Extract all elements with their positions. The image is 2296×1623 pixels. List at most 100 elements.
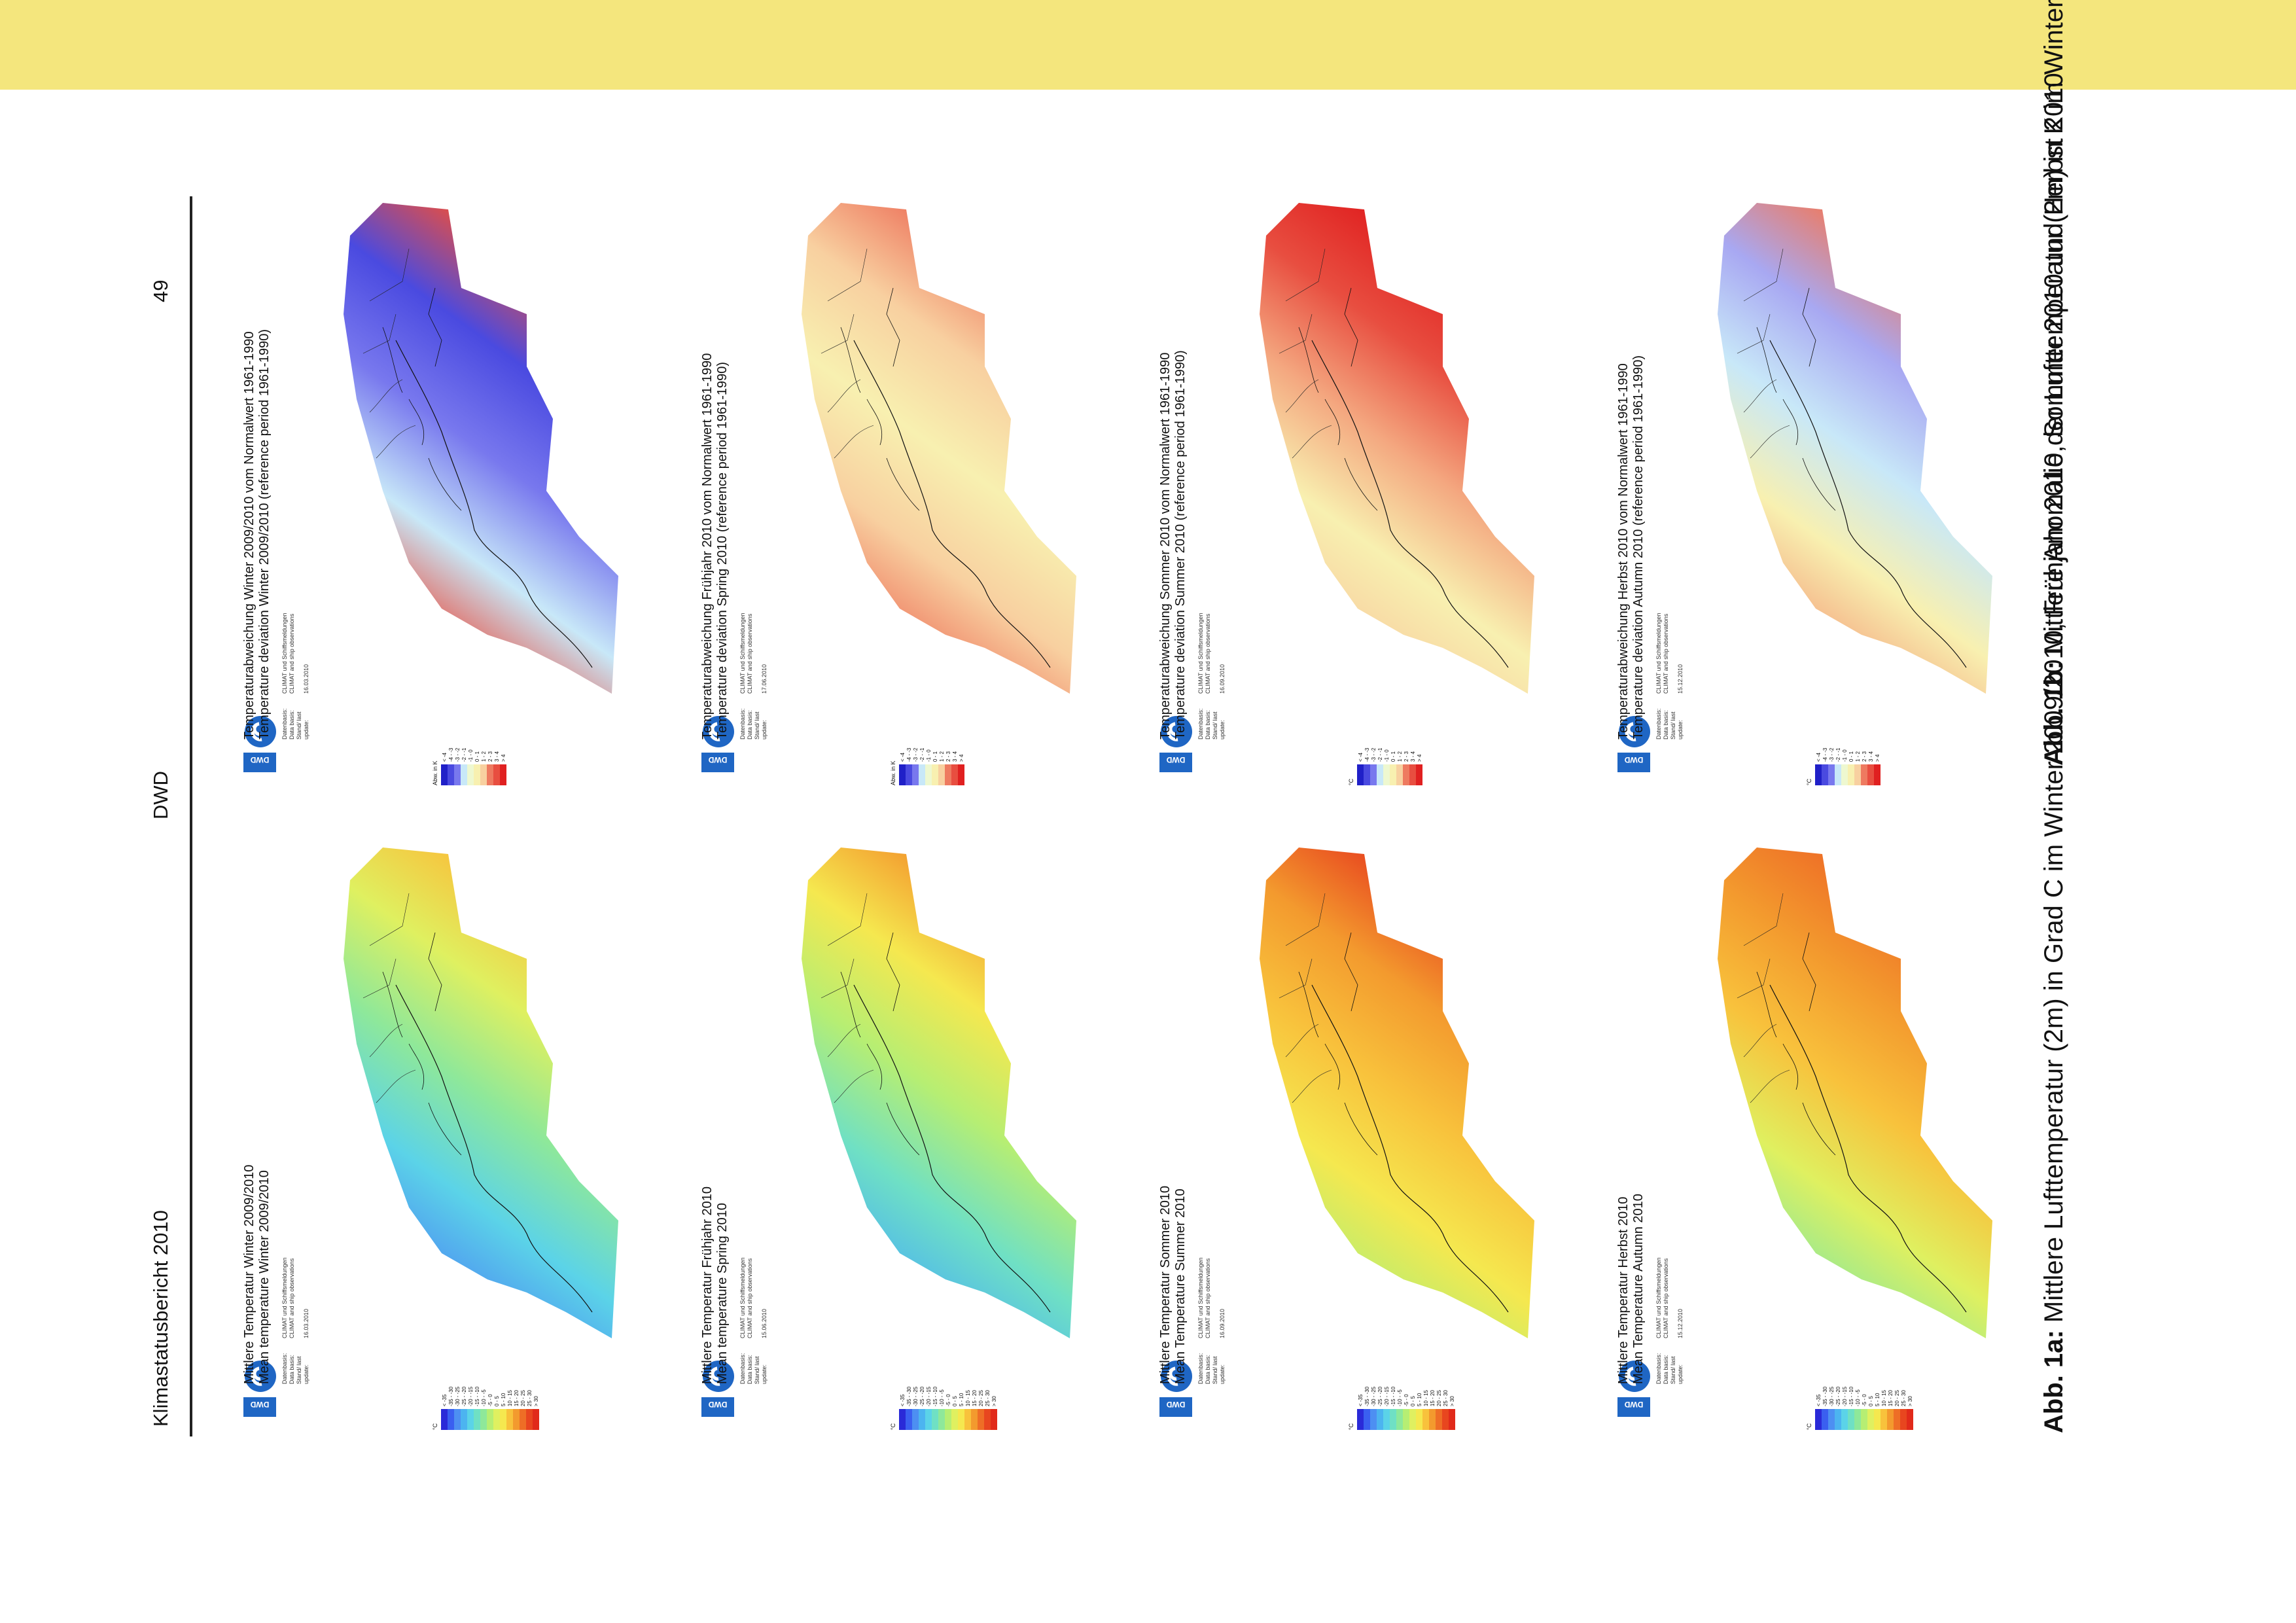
legend-swatch — [1390, 1409, 1396, 1430]
legend-swatch — [899, 1409, 906, 1430]
title-en: Mean temperature Spring 2010 — [715, 1203, 730, 1384]
abs-panel-4: DWD Mittlere Temperatur Herbst 2010 Mean T… — [1590, 841, 2009, 1436]
meta-value: 16.03.2010 — [303, 1308, 309, 1338]
legend-unit: °C — [1806, 778, 1812, 785]
meta-key: Stand/ last update: — [1670, 711, 1684, 740]
legend-swatch — [951, 1409, 958, 1430]
top-color-band — [0, 0, 2296, 90]
legend-swatch — [991, 1409, 997, 1430]
legend-entry: 25 - 30 — [1442, 1387, 1449, 1430]
anom-panel-2: DWD Temperaturabweichung Frühjahr 2010 vo… — [674, 196, 1093, 792]
legend-label: -15 - -10 — [1848, 1386, 1854, 1406]
legend-entry: -5 - 0 — [945, 1387, 951, 1430]
legend-swatch — [912, 1409, 919, 1430]
legend-label: 2 - 3 — [945, 751, 951, 762]
legend-swatch — [1854, 1409, 1861, 1430]
meta-row: Stand/ last update: 15.12.2010 — [1670, 1257, 1684, 1384]
legend-entry: < -4 — [899, 748, 906, 785]
legend-entry: 15 - 20 — [971, 1387, 978, 1430]
legend-swatch — [526, 1409, 533, 1430]
legend-label: -30 - -25 — [912, 1386, 919, 1406]
legend-label: 0 - 1 — [1848, 751, 1854, 762]
legend-label: -1 - 0 — [1383, 749, 1390, 762]
title-en: Temperature deviation Autumn 2010 (refer… — [1631, 355, 1646, 740]
legend-entry: -10 - -5 — [1396, 1387, 1403, 1430]
legend-label: 3 - 4 — [1409, 751, 1416, 762]
legend-swatch — [912, 764, 919, 785]
legend-label: < -35 — [1815, 1394, 1822, 1406]
legend-entry: 3 - 4 — [493, 748, 500, 785]
legend-swatch — [932, 764, 938, 785]
legend-label: -3 - -2 — [454, 747, 461, 762]
legend-label: -35 - -30 — [1822, 1386, 1828, 1406]
caption-1b-label: Abb. 1b: — [2040, 661, 2068, 766]
legend-label: 15 - 20 — [1887, 1390, 1894, 1406]
legend-entry: -2 - -1 — [1377, 748, 1383, 785]
panel-content: DWD Mittlere Temperatur Sommer 2010 Mean T… — [1132, 841, 1551, 1436]
legend-entry: -35 - -30 — [1364, 1387, 1370, 1430]
legend-label: 0 - 1 — [932, 751, 938, 762]
legend-label: 10 - 15 — [964, 1390, 971, 1406]
meta-value: CLIMAT and ship observations — [747, 1258, 753, 1338]
legend-swatch — [1887, 1409, 1894, 1430]
svg-text:DWD: DWD — [250, 1400, 269, 1409]
legend-entry: 5 - 10 — [1874, 1387, 1881, 1430]
meta-row: Datenbasis: CLIMAT und Schiffsmeldungen — [281, 1257, 289, 1384]
legend-label: -35 - -30 — [448, 1386, 454, 1406]
legend-label: -2 - -1 — [919, 747, 925, 762]
color-legend: °C < -35 -35 - -30 -30 - -25 -25 - -20 -20 - … — [432, 1387, 539, 1430]
legend-entry: 0 - 5 — [1867, 1387, 1874, 1430]
title-en: Temperature deviation Summer 2010 (refer… — [1173, 350, 1188, 740]
meta-row: Data basis: CLIMAT and ship observations — [289, 613, 296, 740]
meta-value: CLIMAT and ship observations — [1663, 613, 1669, 694]
legend-swatch — [1828, 1409, 1835, 1430]
meta-row: Stand/ last update: 16.03.2010 — [296, 1257, 310, 1384]
meta-key: Stand/ last update: — [296, 1356, 309, 1384]
legend-label: 5 - 10 — [500, 1393, 506, 1406]
legend-label: < -4 — [1357, 752, 1364, 762]
legend-label: -20 - -15 — [1841, 1386, 1848, 1406]
legend-swatch — [925, 1409, 932, 1430]
meta-row: Datenbasis: CLIMAT und Schiffsmeldungen — [1197, 613, 1205, 740]
title-de: Temperaturabweichung Herbst 2010 vom Nor… — [1616, 363, 1631, 740]
legend-entry: < -35 — [441, 1387, 448, 1430]
meta-key: Datenbasis: — [281, 708, 288, 740]
legend-swatch — [533, 1409, 539, 1430]
panel-content: DWD Temperaturabweichung Sommer 2010 vom … — [1132, 196, 1551, 792]
legend-swatch — [1815, 764, 1822, 785]
legend-label: 1 - 2 — [1854, 751, 1861, 762]
legend-entry: 1 - 2 — [1396, 748, 1403, 785]
legend-entry: 5 - 10 — [958, 1387, 964, 1430]
legend-entry: -20 - -15 — [925, 1387, 932, 1430]
legend-entry: -3 - -2 — [454, 748, 461, 785]
legend-swatch — [1828, 764, 1835, 785]
meta-value: CLIMAT und Schiffsmeldungen — [739, 613, 746, 694]
meta-value: CLIMAT and ship observations — [747, 613, 753, 694]
legend-swatch — [1357, 1409, 1364, 1430]
meta-key: Data basis: — [1663, 709, 1669, 740]
meta-row: Stand/ last update: 16.09.2010 — [1212, 1257, 1226, 1384]
meta-key: Data basis: — [289, 709, 295, 740]
legend-unit: °C — [1348, 778, 1354, 785]
legend-swatch — [1822, 1409, 1828, 1430]
legend-swatch — [1429, 1409, 1436, 1430]
legend-label: > 4 — [1874, 754, 1881, 762]
legend-swatch — [906, 1409, 912, 1430]
legend-entry: 25 - 30 — [1900, 1387, 1907, 1430]
legend-label: 2 - 3 — [1861, 751, 1867, 762]
meta-value: 15.12.2010 — [1677, 1308, 1684, 1338]
legend-entry: > 30 — [1449, 1387, 1455, 1430]
meta-key: Data basis: — [747, 1354, 753, 1384]
legend-entry: 20 - 25 — [1894, 1387, 1900, 1430]
legend-swatch — [474, 764, 480, 785]
legend-label: 1 - 2 — [480, 751, 487, 762]
legend-label: -25 - -20 — [919, 1386, 925, 1406]
meta-key: Datenbasis: — [1655, 708, 1662, 740]
meta-value: CLIMAT and ship observations — [289, 1258, 295, 1338]
legend-swatch — [1370, 764, 1377, 785]
legend-entry: 25 - 30 — [526, 1387, 533, 1430]
legend-label: -15 - -10 — [1390, 1386, 1396, 1406]
panel-content: DWD Temperaturabweichung Frühjahr 2010 vo… — [674, 196, 1093, 792]
color-legend: °C < -35 -35 - -30 -30 - -25 -25 - -20 -20 - … — [890, 1387, 997, 1430]
legend-entry: -3 - -2 — [912, 748, 919, 785]
